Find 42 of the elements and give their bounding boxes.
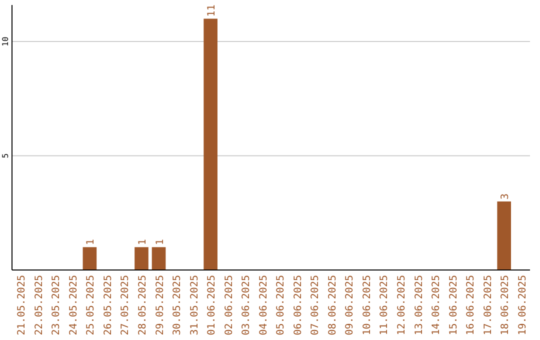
x-tick-label: 22.05.2025 <box>34 275 45 336</box>
x-tick-label: 14.06.2025 <box>431 275 442 336</box>
x-tick-label: 21.05.2025 <box>16 275 28 336</box>
x-tick-label: 13.06.2025 <box>414 275 425 336</box>
x-tick-label: 27.05.2025 <box>120 275 132 336</box>
x-tick-label: 07.06.2025 <box>310 275 322 336</box>
x-tick-label: 06.06.2025 <box>292 275 304 336</box>
x-tick-label: 29.05.2025 <box>154 275 166 336</box>
x-tick-label: 25.05.2025 <box>86 275 97 336</box>
x-tick-label: 11.06.2025 <box>379 275 390 336</box>
x-tick-label: 12.06.2025 <box>396 275 408 336</box>
x-tick-label: 16.06.2025 <box>466 275 477 336</box>
x-tick-label: 31.05.2025 <box>189 275 200 336</box>
bar <box>152 247 166 270</box>
bar <box>204 18 218 270</box>
x-tick-label: 02.06.2025 <box>224 275 235 336</box>
x-tick-label: 30.05.2025 <box>172 275 184 336</box>
x-tick-label: 10.06.2025 <box>362 275 373 336</box>
data-label: 1 <box>154 239 166 246</box>
y-tick-label: 5 <box>1 153 10 158</box>
x-tick-label: 05.06.2025 <box>276 275 287 336</box>
x-tick-label: 15.06.2025 <box>448 275 460 336</box>
y-tick-label: 10 <box>1 36 10 46</box>
x-tick-label: 18.06.2025 <box>500 275 512 336</box>
bar <box>82 247 97 270</box>
data-label: 1 <box>86 239 97 246</box>
x-tick-label: 19.06.2025 <box>517 275 528 336</box>
data-label: 1 <box>138 239 148 246</box>
x-tick-label: 09.06.2025 <box>344 275 356 336</box>
x-tick-label: 08.06.2025 <box>327 275 338 336</box>
x-tick-label: 01.06.2025 <box>206 275 218 336</box>
x-tick-label: 03.06.2025 <box>241 275 252 336</box>
x-tick-label: 24.05.2025 <box>68 275 80 336</box>
x-tick-label: 17.06.2025 <box>482 275 494 336</box>
bar <box>497 201 512 270</box>
bar <box>134 247 148 270</box>
x-tick-label: 26.05.2025 <box>102 275 114 336</box>
data-label: 11 <box>206 4 218 17</box>
data-label: 3 <box>500 193 512 200</box>
x-tick-label: 23.05.2025 <box>51 275 62 336</box>
x-tick-label: 04.06.2025 <box>258 275 270 336</box>
x-tick-label: 28.05.2025 <box>138 275 148 336</box>
